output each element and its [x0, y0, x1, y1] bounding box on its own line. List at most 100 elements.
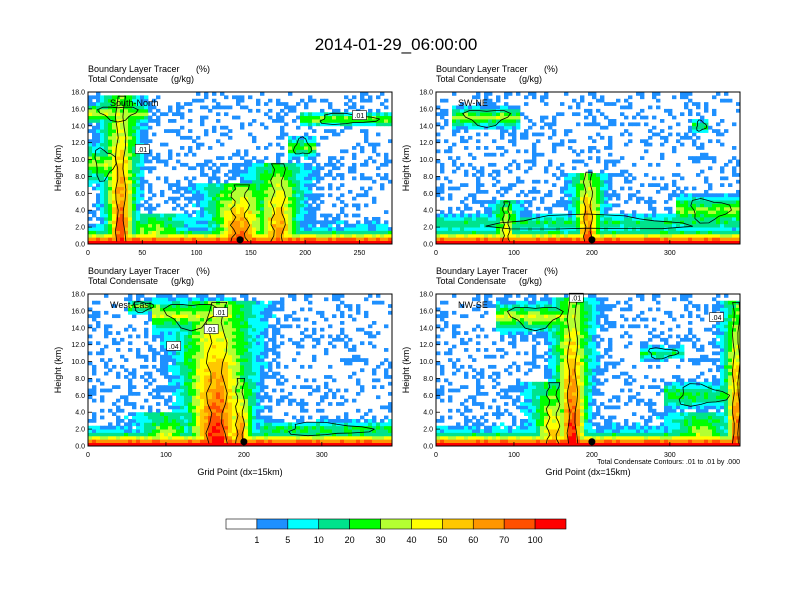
field-cell: [240, 206, 245, 211]
field-cell: [472, 237, 477, 242]
field-cell: [508, 186, 513, 191]
field-cell: [152, 223, 157, 228]
field-cell: [208, 230, 213, 235]
field-cell: [312, 98, 317, 103]
field-cell: [128, 102, 133, 106]
field-cell: [468, 216, 473, 221]
field-cell: [300, 210, 305, 214]
field-cell: [508, 216, 513, 221]
field-cell: [216, 381, 221, 386]
field-cell: [340, 112, 345, 117]
field-cell: [180, 341, 185, 346]
field-cell: [520, 189, 525, 194]
field-cell: [136, 412, 141, 416]
field-cell: [132, 240, 137, 245]
field-cell: [192, 139, 197, 144]
field-cell: [312, 183, 317, 187]
field-cell: [212, 200, 217, 204]
field-cell: [344, 112, 349, 117]
field-cell: [224, 378, 229, 383]
field-cell: [132, 169, 137, 174]
field-cell: [204, 412, 209, 416]
field-cell: [92, 162, 97, 167]
field-cell: [228, 237, 233, 242]
field-cell: [524, 210, 529, 214]
field-cell: [492, 169, 497, 174]
field-cell: [136, 422, 141, 427]
field-cell: [184, 304, 189, 308]
field-cell: [712, 230, 717, 235]
field-cell: [116, 176, 121, 181]
field-cell: [492, 240, 497, 245]
field-cell: [108, 213, 113, 218]
field-cell: [544, 213, 549, 218]
field-cell: [208, 176, 213, 181]
field-cell: [600, 216, 605, 221]
field-cell: [92, 230, 97, 235]
field-cell: [276, 223, 281, 228]
field-cell: [352, 169, 357, 174]
field-cell: [464, 173, 469, 177]
field-cell: [352, 196, 357, 201]
field-cell: [120, 186, 125, 191]
field-cell: [552, 237, 557, 242]
field-cell: [712, 233, 717, 238]
field-cell: [564, 230, 569, 235]
field-cell: [204, 439, 209, 444]
field-cell: [204, 334, 209, 339]
field-cell: [164, 402, 169, 406]
panel-sw-ne: Boundary Layer Tracer (%)Total Condensate…: [401, 64, 741, 257]
field-cell: [320, 166, 325, 171]
field-cell: [460, 115, 465, 120]
field-cell: [256, 223, 261, 228]
field-cell: [172, 412, 177, 416]
field-cell: [600, 176, 605, 181]
field-cell: [516, 119, 521, 123]
field-cell: [592, 183, 597, 187]
field-cell: [492, 105, 497, 110]
field-cell: [608, 176, 613, 181]
field-cell: [128, 129, 133, 133]
field-cell: [200, 193, 205, 198]
field-cell: [580, 220, 585, 225]
field-cell: [100, 388, 105, 393]
field-cell: [612, 119, 617, 123]
field-cell: [136, 300, 141, 305]
field-cell: [152, 358, 157, 362]
field-cell: [692, 129, 697, 133]
field-cell: [224, 304, 229, 308]
field-cell: [112, 206, 117, 211]
field-cell: [140, 304, 145, 308]
field-cell: [692, 122, 697, 127]
field-cell: [236, 216, 241, 221]
field-cell: [176, 324, 181, 329]
field-cell: [528, 119, 533, 123]
field-cell: [708, 196, 713, 201]
field-cell: [332, 176, 337, 181]
field-cell: [172, 189, 177, 194]
field-cell: [476, 125, 481, 130]
field-cell: [200, 162, 205, 167]
field-cell: [444, 112, 449, 117]
field-cell: [696, 102, 701, 106]
field-cell: [344, 203, 349, 208]
field-cell: [164, 324, 169, 329]
field-cell: [464, 233, 469, 238]
field-cell: [108, 125, 113, 130]
field-cell: [340, 233, 345, 238]
field-cell: [168, 156, 173, 160]
field-cell: [288, 169, 293, 174]
field-cell: [96, 321, 101, 325]
field-cell: [176, 388, 181, 393]
field-cell: [160, 429, 165, 433]
field-cell: [204, 381, 209, 386]
field-cell: [344, 149, 349, 154]
field-cell: [284, 193, 289, 198]
field-cell: [616, 203, 621, 208]
field-cell: [660, 233, 665, 238]
field-cell: [180, 358, 185, 362]
field-cell: [632, 237, 637, 242]
field-cell: [280, 125, 285, 130]
field-cell: [376, 227, 381, 231]
field-cell: [152, 337, 157, 342]
